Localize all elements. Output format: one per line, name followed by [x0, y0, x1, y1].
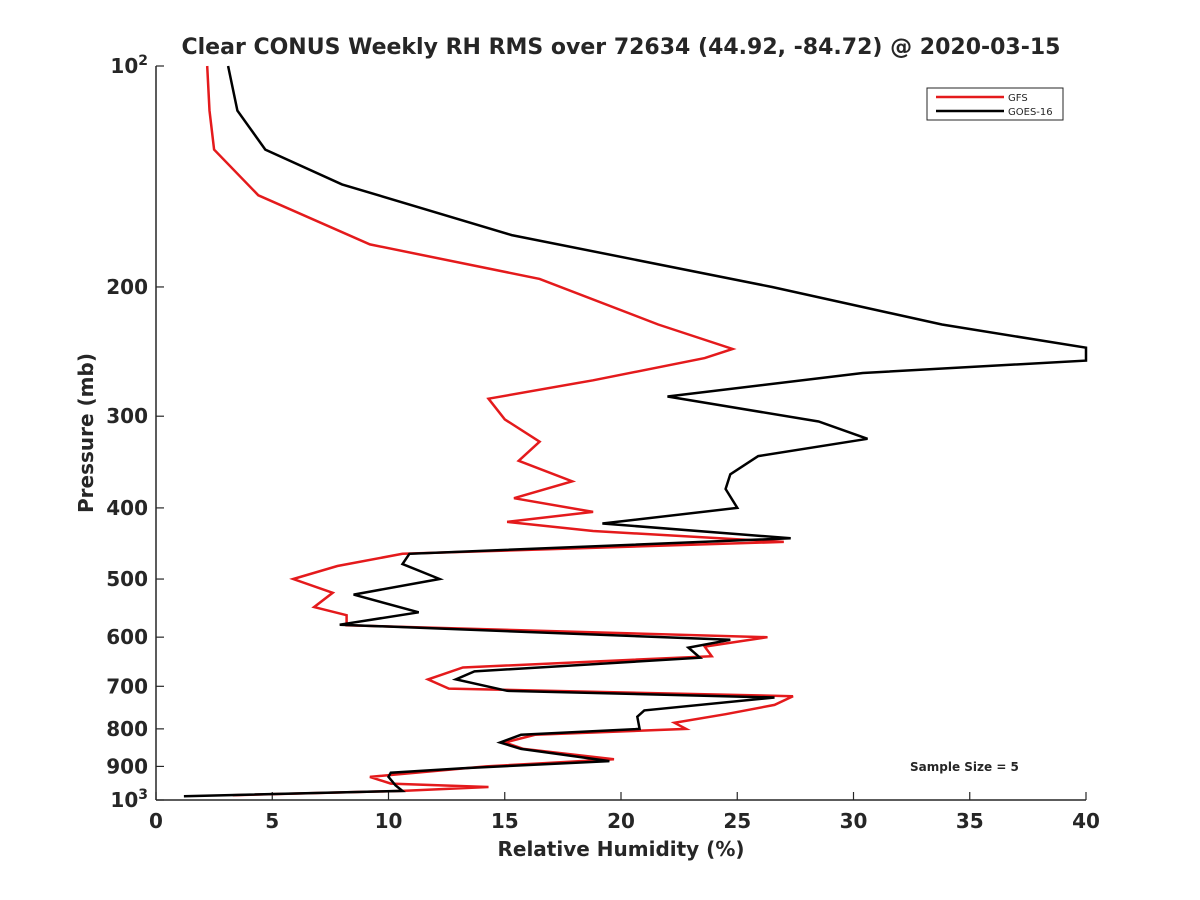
- x-tick-label: 0: [149, 809, 163, 833]
- y-tick-label: 600: [106, 625, 148, 649]
- y-ticks: 102 200 300 400 500 600 700 800 900 103: [106, 53, 164, 812]
- y-tick-label: 800: [106, 717, 148, 741]
- y-tick-label: 300: [106, 404, 148, 428]
- series-line-goes16: [183, 65, 1088, 798]
- x-axis-label: Relative Humidity (%): [497, 837, 744, 861]
- legend-label-gfs: GFS: [1008, 93, 1028, 104]
- y-axis-label: Pressure (mb): [74, 353, 98, 513]
- x-tick-label: 25: [723, 809, 751, 833]
- y-tick-label: 200: [106, 275, 148, 299]
- legend-label-goes16: GOES-16: [1008, 107, 1053, 118]
- legend-box: [926, 87, 1064, 121]
- x-tick-label: 40: [1072, 809, 1100, 833]
- legend: GFS GOES-16: [926, 87, 1064, 121]
- x-ticks: 0 5 10 15 20 25 30 35 40: [149, 792, 1100, 833]
- y-tick-label: 400: [106, 496, 148, 520]
- chart-title: Clear CONUS Weekly RH RMS over 72634 (44…: [182, 35, 1061, 60]
- x-tick-label: 15: [491, 809, 519, 833]
- y-tick-label: 102: [110, 53, 148, 78]
- y-tick-label: 900: [106, 754, 148, 778]
- x-tick-label: 20: [607, 809, 635, 833]
- y-tick-label: 500: [106, 567, 148, 591]
- sample-size-annotation: Sample Size = 5: [910, 760, 1019, 774]
- x-tick-label: 10: [375, 809, 403, 833]
- x-tick-label: 35: [956, 809, 984, 833]
- x-tick-label: 30: [840, 809, 868, 833]
- series-line-gfs: [205, 65, 794, 797]
- series-layer: [183, 65, 1088, 798]
- x-tick-label: 5: [265, 809, 279, 833]
- y-tick-label: 103: [110, 787, 148, 812]
- y-tick-label: 700: [106, 674, 148, 698]
